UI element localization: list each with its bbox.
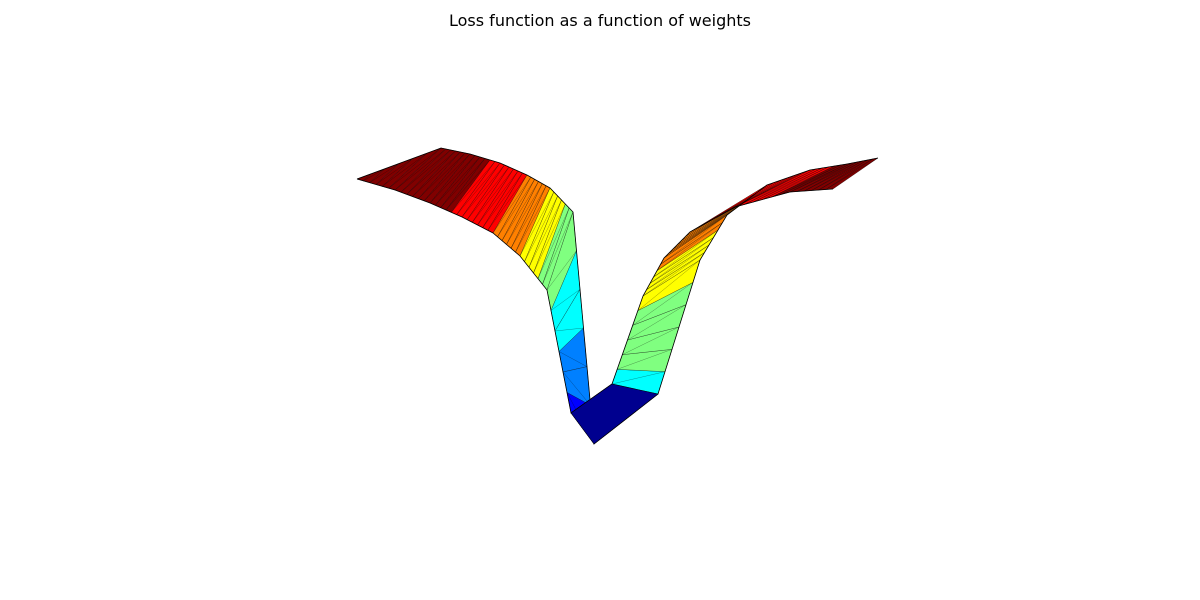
surface-mesh-line [472,168,514,223]
surface-valley-facet [570,383,659,445]
surface-mesh-line [660,214,728,265]
surface-mesh-line [519,191,555,257]
surface-mesh-line [646,244,710,290]
surface-mesh-line [406,150,456,195]
surface-mesh-line [797,161,858,192]
surface-mesh-line [632,282,694,326]
surface-mesh-line [412,151,461,197]
surface-mesh-line [363,168,386,182]
surface-mesh-line [617,349,673,370]
surface-mesh-line [562,371,591,406]
surface-mesh-line [482,172,523,228]
surface-mesh-line [537,207,570,279]
surface-mesh-line [501,181,539,241]
surface-mesh-line [780,163,848,195]
surface-mesh-line [400,149,451,193]
surface-mesh-line [497,179,535,237]
chart-title: Loss function as a function of weights [449,11,751,30]
surface-mesh-line [418,152,466,199]
surface-mesh-line [744,167,823,205]
loss-surface [356,147,879,445]
surface-edge-back [356,178,834,414]
surface-mesh-line [653,229,719,278]
surface-mesh-line [811,159,868,191]
surface-mesh-line [451,161,496,213]
surface-mesh-line [382,153,428,187]
surface-mesh-line [762,165,835,200]
surface-mesh-line [477,170,519,226]
surface-mesh-line [435,156,481,206]
surface-mesh-line [734,168,817,208]
surface-mesh-line [429,155,476,204]
surface-mesh-line [440,158,486,208]
surface-mesh-line [492,177,531,234]
surface-mesh-line [789,162,853,193]
surface-mesh-line [524,195,558,262]
surface-mesh-line [424,153,471,201]
surface-mesh-line [388,147,442,189]
surface-mesh-line [467,166,510,220]
surface-mesh-line [542,211,574,285]
surface-mesh-line [611,371,666,385]
surface-mesh-line [445,159,491,211]
surface-mesh-line [642,252,705,297]
surface-mesh-line [554,327,584,332]
surface-mesh-line [461,164,505,218]
surface-mesh-line [656,222,723,271]
surface-mesh-line [627,304,687,341]
surface-mesh-line [804,160,863,192]
surface-mesh-line [456,162,501,215]
surface-mesh-line [550,289,581,311]
surface-mesh-line [528,199,562,268]
surface-mesh-line [506,183,543,245]
surface-mesh-line [771,164,841,198]
surface-mesh-line [533,203,566,274]
surface-mesh-line [546,250,577,291]
surface-mesh-line [375,158,414,185]
surface-mesh-line [394,148,446,191]
surface-mesh-line [515,187,551,253]
surface-mesh-line [753,166,829,203]
surface-mesh-line [637,259,701,311]
surface-mesh-line [487,174,528,231]
surface-mesh-line [622,326,680,355]
surface-mesh-line [369,163,400,183]
surface-mesh-line [510,185,547,249]
surface-mesh-line [818,158,873,191]
surface-mesh-line [649,237,714,284]
surface-mesh-line [825,157,879,190]
surface-mesh-line [558,351,588,367]
